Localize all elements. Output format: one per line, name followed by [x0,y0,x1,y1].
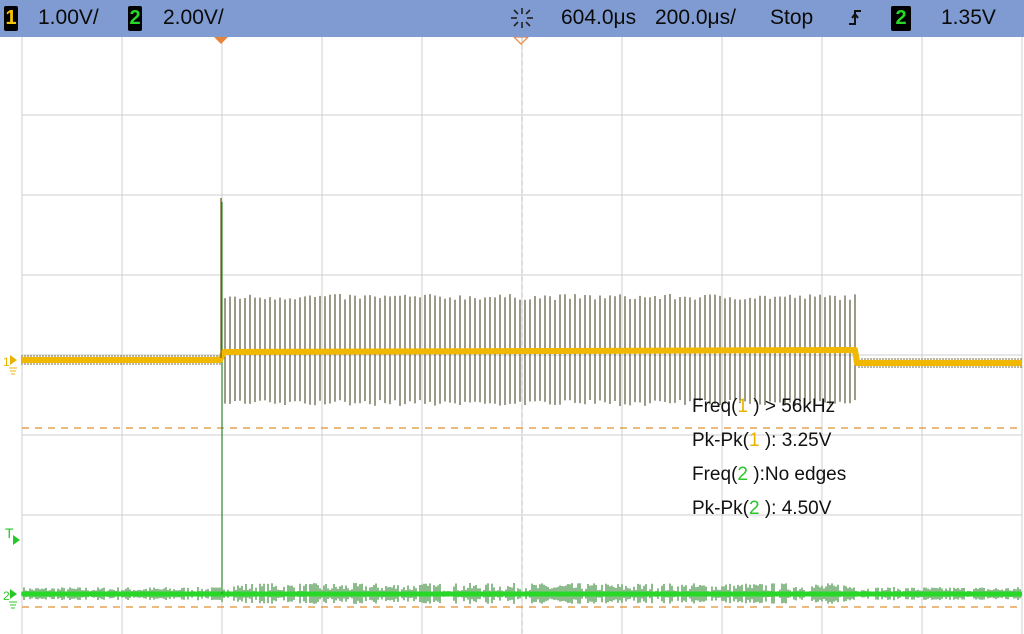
reference-lines [22,427,1022,608]
measurement-freq-ch2[interactable]: Freq(2 ):No edges [692,464,847,485]
trigger-source-badge[interactable]: 2 [891,6,911,31]
acquisition-icon [508,6,536,32]
measurement-freq-ch1[interactable]: Freq(1 ) > 56kHz [692,396,836,417]
ch1-arrow-icon [10,355,17,365]
center-time-marker [513,37,529,45]
trigger-marker-label: T [5,525,14,541]
top-markers [214,37,529,45]
channel-1-trace [21,198,1022,406]
channel-1-badge[interactable]: 1 [4,6,18,31]
timebase[interactable]: 200.0μs/ [655,6,736,29]
trigger-time-marker[interactable] [214,37,228,44]
ch2-arrow-icon [10,589,17,599]
ch1-level [22,347,1022,366]
trigger-arrow-icon [13,535,20,545]
trigger-level-marker[interactable]: T [5,525,20,545]
run-state[interactable]: Stop [770,6,814,29]
waveform-display: 1 T 2 [3,37,1023,634]
channel-1-scale[interactable]: 1.00V/ [38,6,99,29]
trigger-level[interactable]: 1.35V [941,6,996,29]
channel-1-ground-marker[interactable]: 1 [3,355,17,375]
ch1-marker-label: 1 [3,355,10,369]
rising-edge-icon[interactable] [847,6,863,32]
measurement-pkpk-ch1[interactable]: Pk-Pk(1 ): 3.25V [692,430,832,451]
channel-2-badge[interactable]: 2 [128,6,142,31]
trigger-position[interactable]: 604.0μs [561,6,637,29]
channel-2-trace [21,202,1022,604]
status-bar: 1 1.00V/ 2 2.00V/ 604.0μs 200.0μs/ Stop … [0,0,1024,37]
ch2-marker-label: 2 [3,589,10,603]
channel-2-scale[interactable]: 2.00V/ [163,6,224,29]
graticule [21,37,1023,634]
channel-2-ground-marker[interactable]: 2 [3,589,17,609]
measurement-pkpk-ch2[interactable]: Pk-Pk(2 ): 4.50V [692,498,832,519]
